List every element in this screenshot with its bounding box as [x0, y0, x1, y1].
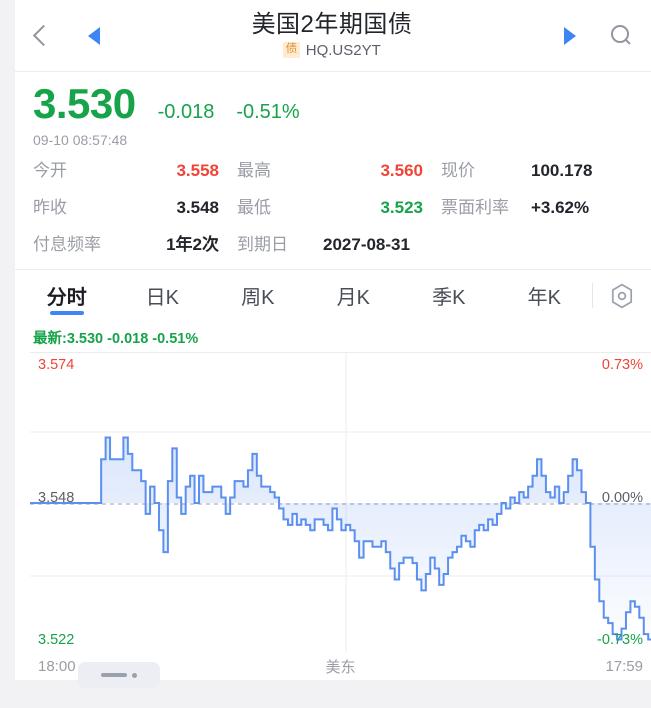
stats-table: 今开 3.558 最高 3.560 现价 100.178 昨收 3.548 最低…: [15, 152, 651, 269]
price-line: [30, 436, 651, 641]
drag-handle-pill[interactable]: [78, 662, 160, 689]
app-header: 美国2年期国债 债 HQ.US2YT: [15, 0, 651, 72]
price-change: -0.018: [157, 101, 215, 123]
time-axis-end: 17:59: [605, 657, 643, 675]
stat-value-maturity: 2027-08-31: [323, 235, 410, 255]
stat-label-price: 现价: [441, 161, 475, 181]
time-axis-start: 18:00: [38, 657, 76, 675]
tab-yearly[interactable]: 年K: [497, 270, 593, 321]
chart-canvas: [30, 353, 651, 654]
stat-label-open: 今开: [33, 161, 67, 181]
tab-weekly[interactable]: 周K: [210, 270, 306, 321]
triangle-left-icon: [88, 26, 100, 45]
stat-value-high: 3.560: [380, 161, 423, 181]
quote-row: 3.530 -0.018 -0.51%: [33, 80, 651, 127]
tab-yearly-label: 年K: [527, 287, 561, 310]
chevron-left-icon: [32, 24, 54, 47]
chart-settings-button[interactable]: [593, 270, 651, 321]
stat-value-open: 3.558: [176, 161, 219, 181]
hexagon-settings-icon: [611, 283, 633, 308]
tab-quarterly-label: 季K: [432, 287, 466, 310]
stat-label-low: 最低: [237, 198, 271, 218]
stat-value-frequency: 1年2次: [166, 235, 219, 255]
tab-quarterly[interactable]: 季K: [401, 270, 497, 321]
pill-bar-icon: [101, 673, 127, 678]
search-button[interactable]: [593, 0, 651, 72]
stat-value-prevclose: 3.548: [176, 198, 219, 218]
chart-period-tabs: 分时 日K 周K 月K 季K 年K: [15, 269, 651, 321]
tab-weekly-label: 周K: [241, 287, 275, 310]
stat-label-high: 最高: [237, 161, 271, 181]
time-axis-market: 美东: [325, 658, 356, 676]
symbol-row: 债 HQ.US2YT: [283, 42, 381, 59]
tab-monthly-label: 月K: [336, 287, 370, 310]
prev-symbol-button[interactable]: [71, 0, 117, 72]
quote-summary: 3.530 -0.018 -0.51% 09-10 08:57:48: [15, 72, 651, 152]
intraday-chart[interactable]: 3.574 0.73% 3.548 0.00% 3.522 -0.73%: [30, 352, 651, 654]
triangle-right-icon: [564, 26, 576, 45]
price-area: [30, 437, 651, 640]
search-icon: [611, 24, 633, 47]
back-button[interactable]: [15, 0, 71, 72]
stat-label-prevclose: 昨收: [33, 198, 67, 218]
tab-intraday-label: 分时: [46, 287, 87, 310]
price-change-percent: -0.51%: [236, 101, 300, 123]
content-card: 美国2年期国债 债 HQ.US2YT 3.530 -0.018 -0.51% 0…: [15, 0, 651, 689]
stat-value-coupon: +3.62%: [531, 198, 590, 218]
stat-label-frequency: 付息频率: [33, 235, 101, 255]
last-price: 3.530: [33, 80, 136, 127]
next-symbol-button[interactable]: [547, 0, 593, 72]
tab-daily[interactable]: 日K: [115, 270, 211, 321]
tab-daily-label: 日K: [145, 287, 179, 310]
stat-label-coupon: 票面利率: [441, 198, 509, 218]
tab-intraday[interactable]: 分时: [19, 270, 115, 321]
stat-value-low: 3.523: [380, 198, 423, 218]
chart-latest-legend: 最新:3.530 -0.018 -0.51%: [33, 331, 199, 348]
price-series: [30, 436, 651, 641]
title-block: 美国2年期国债 债 HQ.US2YT: [117, 11, 547, 59]
stat-value-price: 100.178: [531, 161, 593, 181]
symbol-code: HQ.US2YT: [305, 41, 381, 59]
quote-timestamp: 09-10 08:57:48: [33, 132, 128, 149]
bond-type-badge: 债: [283, 41, 300, 59]
page-title: 美国2年期国债: [251, 11, 413, 39]
tab-divider: [592, 283, 593, 309]
tab-monthly[interactable]: 月K: [306, 270, 402, 321]
chart-time-axis: 18:00 美东 17:59: [30, 652, 651, 680]
stat-label-maturity: 到期日: [237, 235, 288, 255]
pill-dot-icon: [132, 672, 137, 678]
